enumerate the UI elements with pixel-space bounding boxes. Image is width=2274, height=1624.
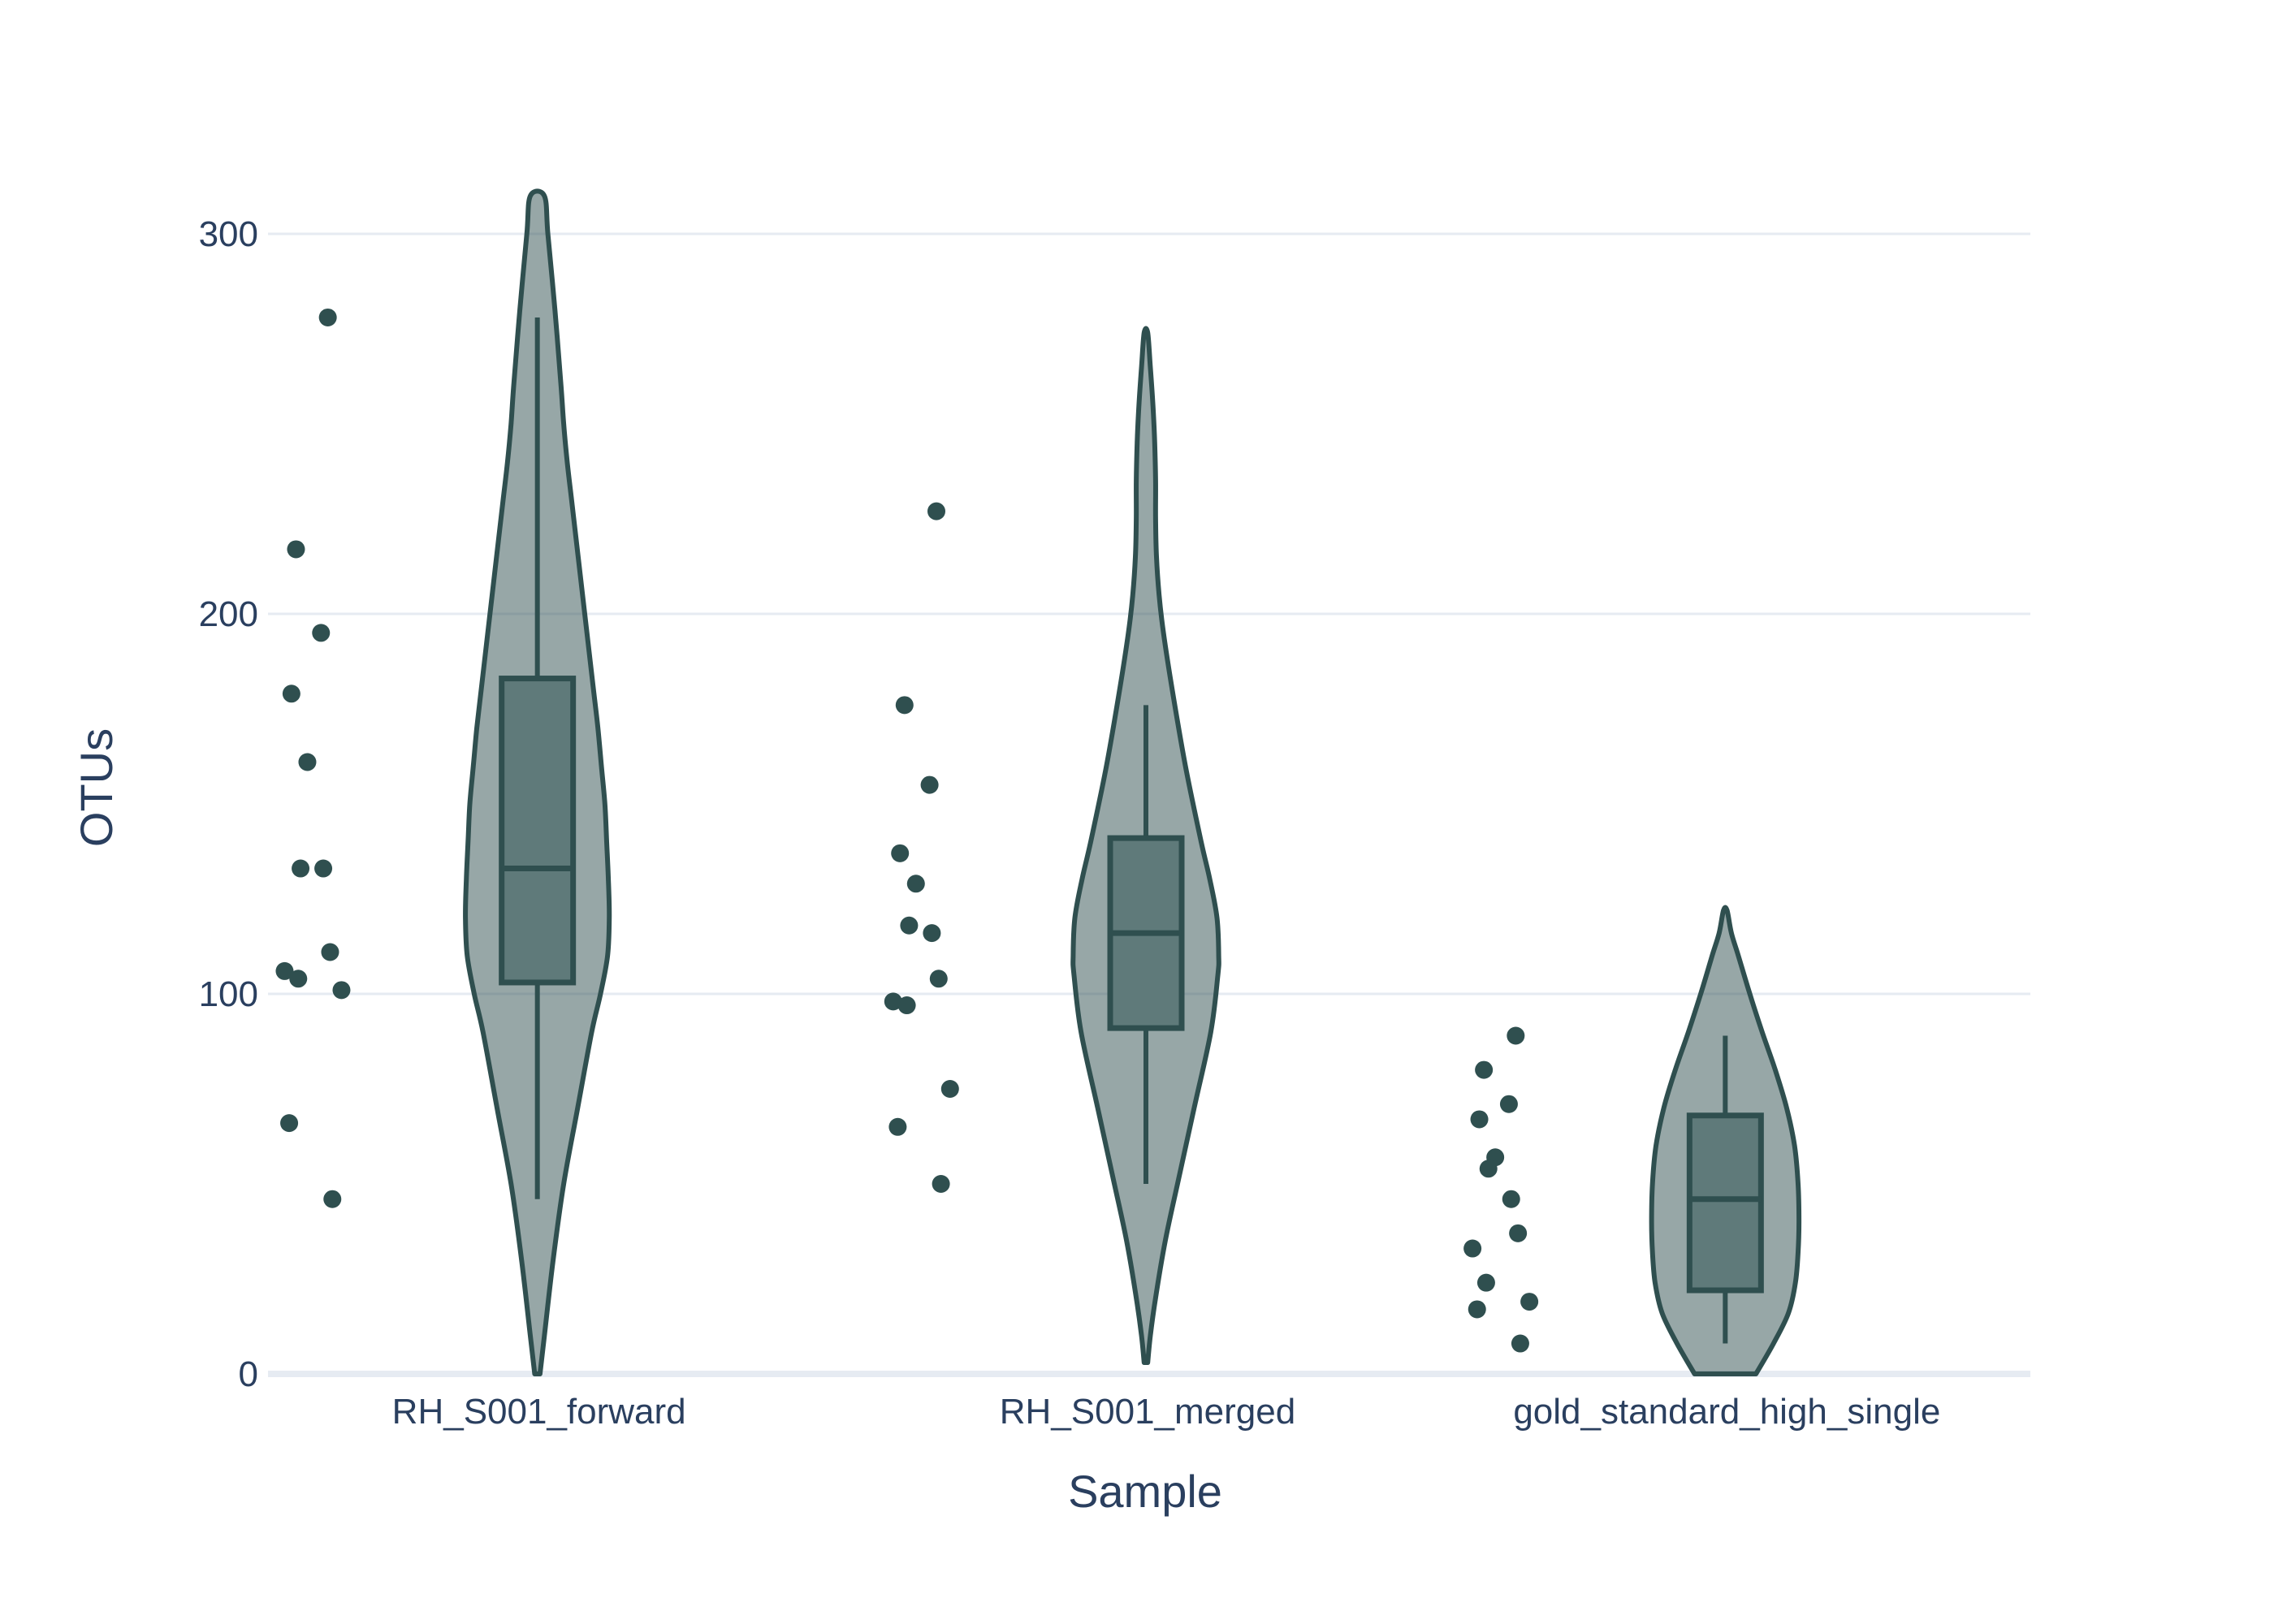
- y-tick-label: 200: [199, 594, 258, 634]
- data-point: [927, 502, 945, 520]
- x-axis-ticks: RH_S001_forward RH_S001_merged gold_standa…: [392, 1392, 1941, 1432]
- data-point: [1520, 1293, 1539, 1311]
- data-point: [280, 1114, 299, 1133]
- y-tick-label: 300: [199, 214, 258, 254]
- y-axis-ticks: 0 100 200 300: [199, 214, 258, 1394]
- x-axis-title: Sample: [1068, 1466, 1222, 1517]
- data-point: [900, 916, 919, 935]
- y-tick-label: 100: [199, 974, 258, 1014]
- box-iqr: [499, 676, 577, 986]
- data-point: [1507, 1026, 1525, 1045]
- y-axis-title: OTUs: [71, 728, 122, 847]
- data-point: [1470, 1110, 1489, 1129]
- data-point: [275, 961, 294, 980]
- x-tick-label: gold_standard_high_single: [1513, 1392, 1940, 1432]
- data-point: [287, 540, 305, 559]
- y-tick-label: 0: [239, 1354, 258, 1394]
- data-point: [318, 308, 337, 326]
- data-point: [1463, 1239, 1482, 1258]
- data-point: [323, 1190, 342, 1208]
- data-point: [332, 981, 351, 1000]
- data-point: [289, 970, 308, 988]
- box-iqr: [1686, 1112, 1764, 1294]
- x-tick-label: RH_S001_merged: [1000, 1392, 1295, 1432]
- data-point: [1502, 1190, 1520, 1208]
- violin-group: [1463, 905, 1802, 1376]
- violin-group: [884, 326, 1221, 1365]
- data-point: [1511, 1334, 1529, 1353]
- data-point: [895, 696, 914, 715]
- data-point: [1475, 1060, 1494, 1079]
- data-point: [1476, 1273, 1495, 1292]
- data-point: [940, 1080, 959, 1098]
- data-point: [1468, 1300, 1486, 1319]
- violin-group: [275, 188, 612, 1376]
- data-point: [1479, 1160, 1498, 1178]
- data-point: [920, 775, 939, 794]
- data-point: [321, 943, 339, 961]
- data-point: [884, 992, 902, 1011]
- data-point: [897, 996, 916, 1015]
- data-point: [932, 1175, 950, 1193]
- data-point: [298, 753, 317, 771]
- data-point: [1499, 1095, 1518, 1113]
- data-point: [292, 859, 310, 878]
- data-point: [282, 685, 300, 703]
- data-point: [929, 970, 948, 988]
- plot-area: [275, 188, 1802, 1376]
- data-point: [888, 1117, 907, 1136]
- data-point: [906, 875, 925, 893]
- data-point: [314, 859, 333, 878]
- data-point: [1509, 1224, 1528, 1242]
- data-point: [312, 624, 331, 642]
- x-tick-label: RH_S001_forward: [392, 1392, 686, 1432]
- data-point: [923, 924, 941, 943]
- data-point: [891, 844, 910, 862]
